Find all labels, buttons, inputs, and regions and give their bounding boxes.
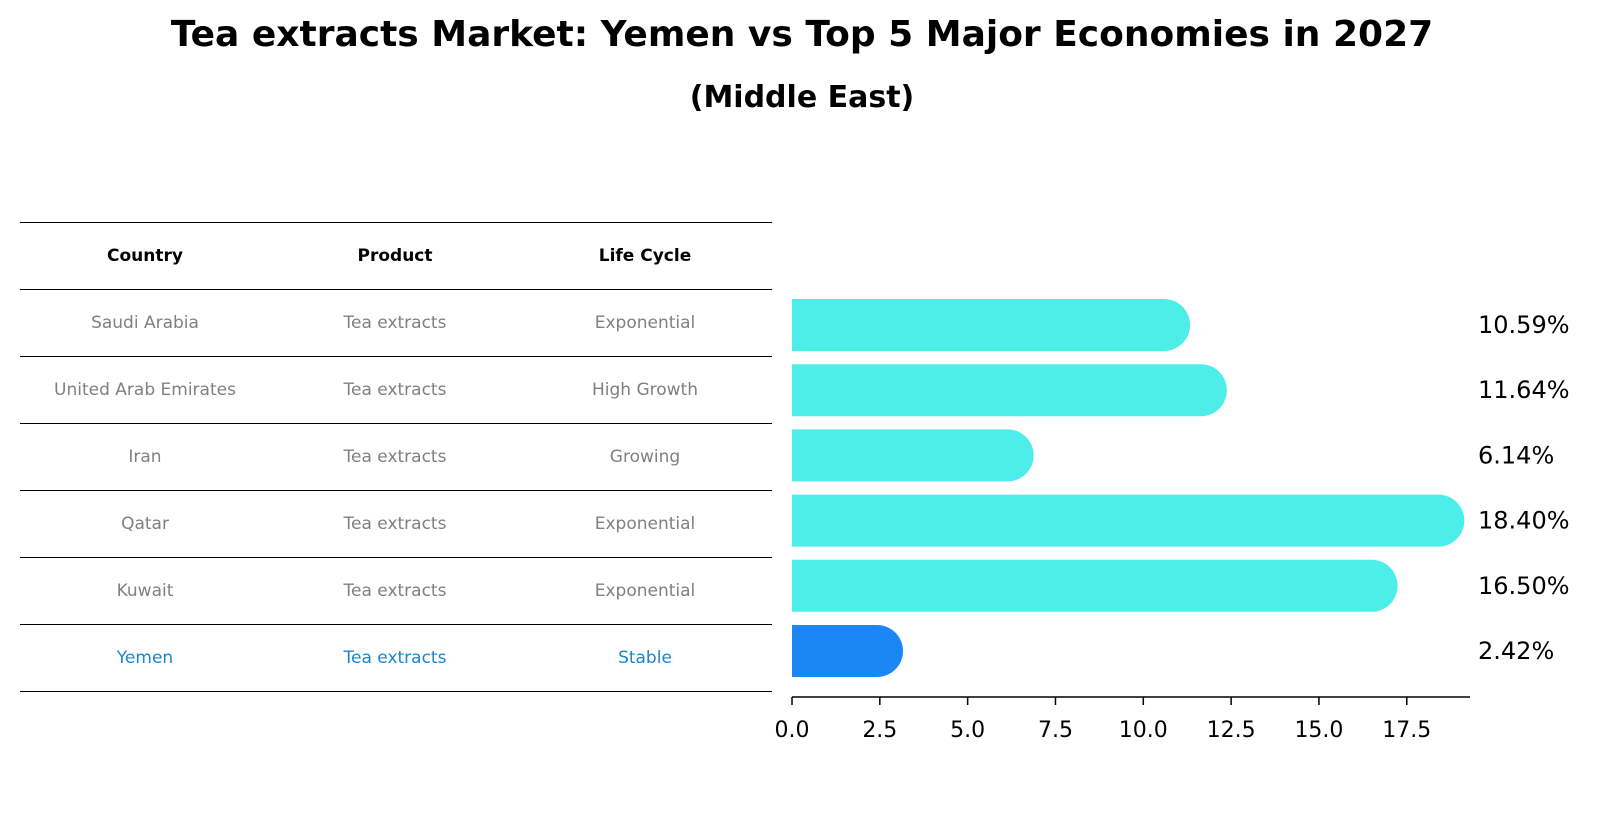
cell-country: Iran	[128, 447, 162, 467]
x-tick-label: 2.5	[862, 718, 897, 743]
cell-country: Saudi Arabia	[91, 313, 199, 333]
cell-product: Tea extracts	[343, 514, 447, 534]
value-label: 2.42%	[1478, 637, 1554, 665]
cell-country: Kuwait	[116, 581, 174, 601]
table-row: Qatar Tea extracts Exponential	[20, 490, 772, 557]
table-row: Kuwait Tea extracts Exponential	[20, 557, 772, 624]
cell-life-cycle: High Growth	[591, 380, 698, 400]
bar-kuwait	[792, 559, 1398, 612]
chart-title: Tea extracts Market: Yemen vs Top 5 Majo…	[170, 14, 1434, 55]
cell-life-cycle: Exponential	[594, 313, 696, 333]
chart-subtitle: (Middle East)	[689, 80, 915, 115]
cell-product: Tea extracts	[343, 648, 447, 668]
bar-united-arab-emirates	[792, 364, 1227, 417]
x-tick-label: 12.5	[1207, 718, 1256, 743]
data-table: Country Product Life Cycle Saudi Arabia …	[20, 222, 772, 692]
table-row: Iran Tea extracts Growing	[20, 423, 772, 490]
cell-country: Qatar	[121, 514, 169, 534]
header-country: Country	[107, 246, 183, 266]
x-tick-label: 0.0	[775, 718, 810, 743]
table-row: Saudi Arabia Tea extracts Exponential	[20, 289, 772, 356]
cell-country: United Arab Emirates	[54, 380, 236, 400]
cell-life-cycle: Stable	[618, 648, 672, 668]
bar-yemen	[792, 625, 904, 677]
value-label: 16.50%	[1478, 572, 1570, 600]
value-label: 11.64%	[1478, 376, 1570, 404]
cell-life-cycle: Growing	[609, 447, 681, 467]
bar-qatar	[792, 494, 1465, 547]
x-tick-label: 10.0	[1119, 718, 1168, 743]
header-product: Product	[357, 246, 433, 266]
cell-product: Tea extracts	[343, 380, 447, 400]
header-life-cycle: Life Cycle	[598, 246, 692, 266]
value-label: 10.59%	[1478, 311, 1570, 339]
cell-life-cycle: Exponential	[594, 581, 696, 601]
cell-life-cycle: Exponential	[594, 514, 696, 534]
cell-product: Tea extracts	[343, 581, 447, 601]
cell-product: Tea extracts	[343, 447, 447, 467]
value-label: 18.40%	[1478, 507, 1570, 535]
x-tick-label: 5.0	[950, 718, 985, 743]
table-header-row: Country Product Life Cycle	[20, 222, 772, 289]
x-tick-label: 17.5	[1382, 718, 1431, 743]
cell-country: Yemen	[116, 648, 174, 668]
table-row-highlight: Yemen Tea extracts Stable	[20, 624, 772, 692]
table-row: United Arab Emirates Tea extracts High G…	[20, 356, 772, 423]
cell-product: Tea extracts	[343, 313, 447, 333]
x-tick-label: 15.0	[1294, 718, 1343, 743]
bar-iran	[792, 429, 1034, 482]
x-tick-label: 7.5	[1038, 718, 1073, 743]
value-label: 6.14%	[1478, 441, 1554, 469]
bar-saudi-arabia	[792, 299, 1191, 351]
